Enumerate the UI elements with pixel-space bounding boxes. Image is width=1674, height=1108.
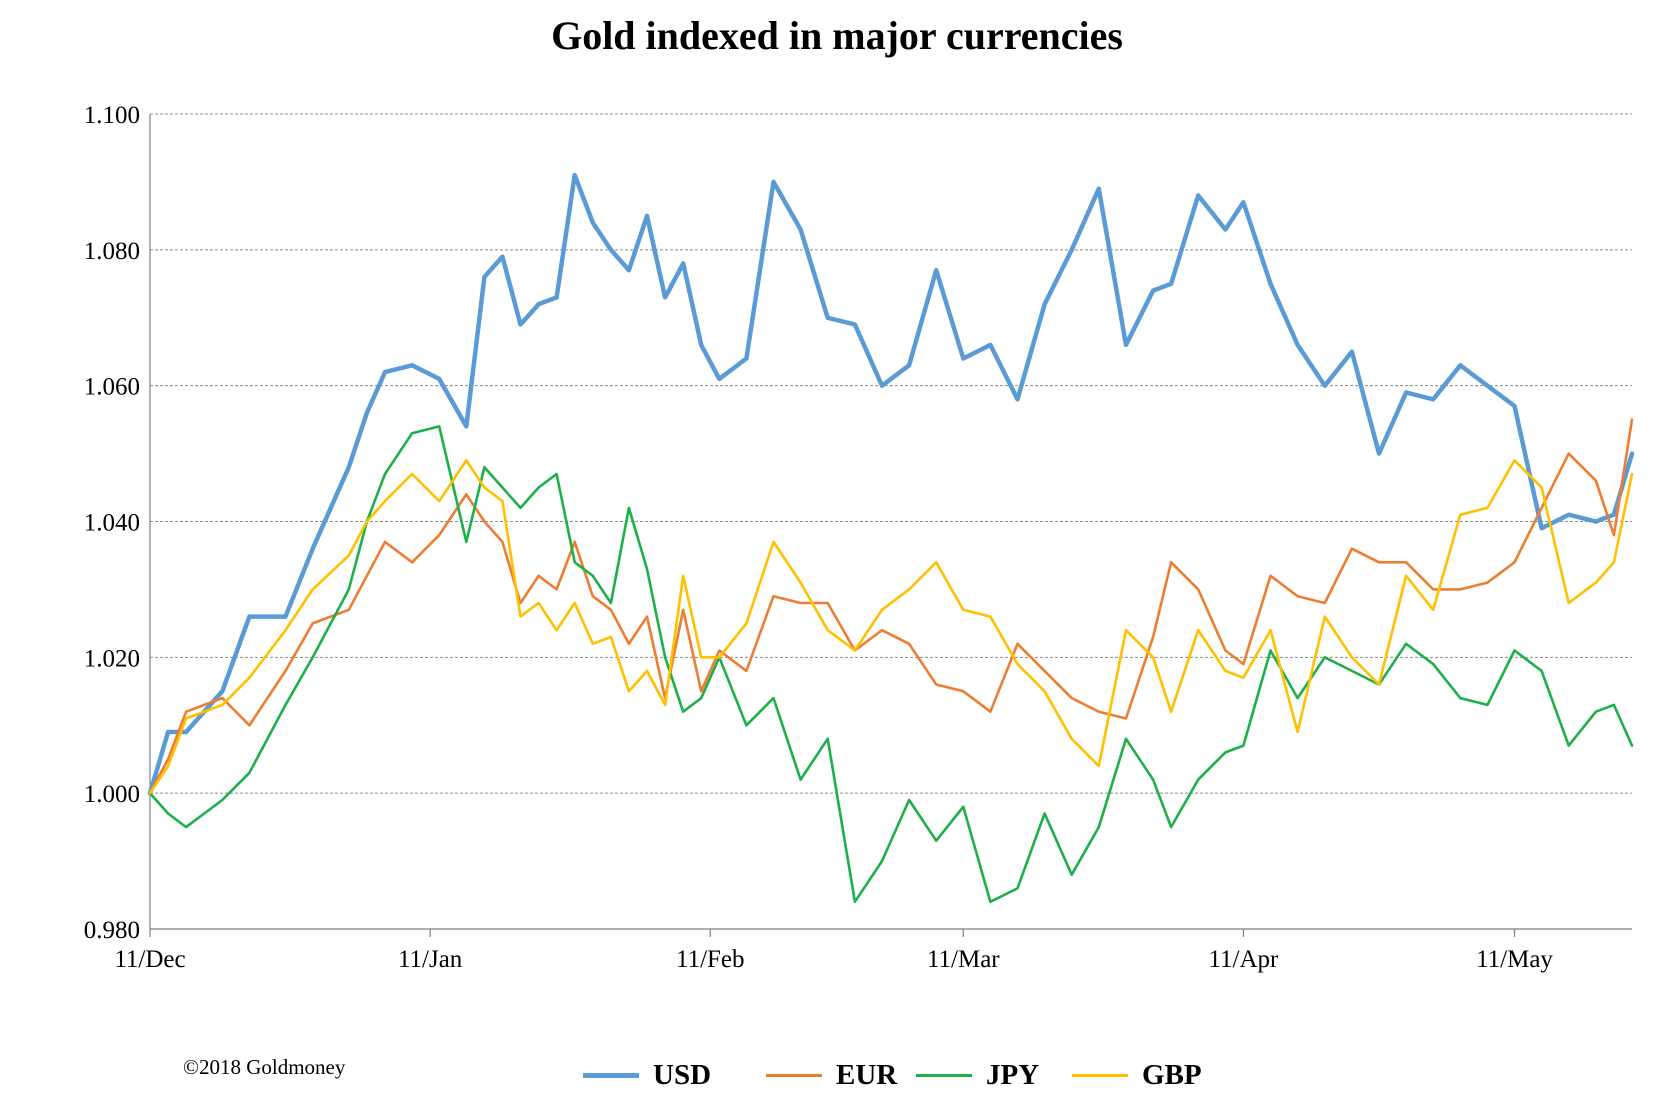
y-tick-label: 1.060 bbox=[84, 374, 140, 401]
legend-item-jpy: JPY bbox=[916, 1055, 1039, 1095]
y-tick-label: 1.100 bbox=[84, 102, 140, 129]
gridlines bbox=[150, 113, 1632, 794]
y-tick-label: 1.080 bbox=[84, 238, 140, 265]
legend-label: JPY bbox=[986, 1058, 1040, 1091]
tick-labels: 0.980 1.000 1.020 1.040 1.060 1.080 1.100 11/De… bbox=[84, 102, 1554, 973]
x-tick-label: 11/Feb bbox=[676, 946, 745, 973]
x-tick-label: 11/Jan bbox=[398, 946, 463, 973]
legend-swatch bbox=[766, 1073, 822, 1077]
legend-item-usd: USD bbox=[583, 1055, 711, 1095]
y-tick-label: 1.040 bbox=[84, 510, 140, 537]
legend: USD EUR JPY GBP bbox=[0, 1055, 1674, 1095]
series-lines bbox=[147, 172, 1635, 904]
legend-label: GBP bbox=[1142, 1058, 1202, 1091]
y-tick-label: 1.000 bbox=[84, 781, 140, 808]
y-tick-label: 1.020 bbox=[84, 645, 140, 672]
legend-label: EUR bbox=[836, 1058, 898, 1091]
x-tick-label: 11/Mar bbox=[927, 946, 1000, 973]
x-tick-label: 11/Apr bbox=[1208, 946, 1279, 973]
legend-swatch bbox=[583, 1072, 639, 1078]
y-tick-label: 0.980 bbox=[84, 917, 140, 944]
legend-item-eur: EUR bbox=[766, 1055, 897, 1095]
axes bbox=[149, 114, 1632, 937]
series-line-usd bbox=[147, 172, 1635, 796]
series-line-jpy bbox=[148, 425, 1634, 904]
series-line-gbp bbox=[148, 459, 1634, 795]
series-line-eur bbox=[148, 418, 1634, 795]
legend-swatch bbox=[916, 1073, 972, 1077]
x-tick-label: 11/Dec bbox=[114, 946, 185, 973]
legend-label: USD bbox=[653, 1058, 712, 1091]
legend-swatch bbox=[1072, 1073, 1128, 1077]
legend-item-gbp: GBP bbox=[1072, 1055, 1202, 1095]
copyright-text: ©2018 Goldmoney bbox=[183, 1055, 346, 1079]
x-tick-label: 11/May bbox=[1476, 946, 1553, 973]
chart-title: Gold indexed in major currencies bbox=[551, 13, 1123, 58]
